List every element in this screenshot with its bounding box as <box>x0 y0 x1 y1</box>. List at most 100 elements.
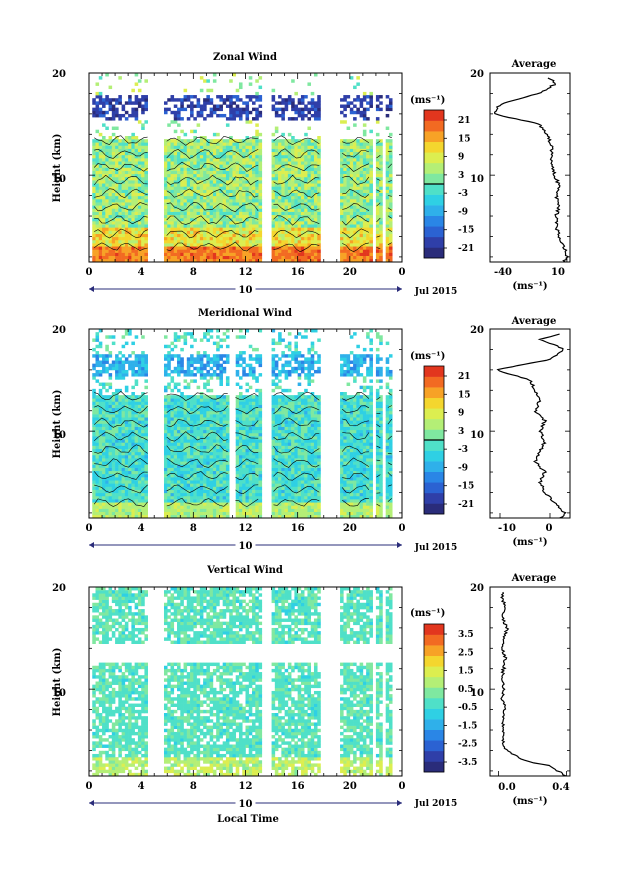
heatmap-cell <box>190 199 194 202</box>
heatmap-cell <box>389 108 393 111</box>
heatmap-cell <box>180 196 184 199</box>
heatmap-cell <box>102 101 106 104</box>
heatmap-cell <box>307 145 311 148</box>
heatmap-cell <box>171 240 175 243</box>
heatmap-cell <box>138 477 142 480</box>
heatmap-cell <box>138 215 142 218</box>
heatmap-cell <box>197 227 201 230</box>
heatmap-cell <box>131 424 135 427</box>
heatmap-cell <box>360 212 364 215</box>
heatmap-cell <box>171 224 175 227</box>
zonal-avg-xlabel: (ms⁻¹) <box>512 281 547 292</box>
heatmap-cell <box>112 111 116 114</box>
heatmap-cell <box>317 199 321 202</box>
heatmap-cell <box>174 386 178 389</box>
heatmap-cell <box>131 180 135 183</box>
heatmap-cell <box>275 186 279 189</box>
heatmap-cell <box>99 424 103 427</box>
heatmap-cell <box>144 95 148 98</box>
heatmap-cell <box>223 139 227 142</box>
heatmap-cell <box>314 224 318 227</box>
heatmap-cell <box>187 145 191 148</box>
heatmap-cell <box>232 158 236 161</box>
heatmap-cell <box>184 95 188 98</box>
heatmap-cell <box>184 218 188 221</box>
heatmap-cell <box>128 212 132 215</box>
heatmap-cell <box>180 446 184 449</box>
heatmap-cell <box>255 202 259 205</box>
heatmap-cell <box>102 442 106 445</box>
heatmap-cell <box>138 120 142 123</box>
heatmap-cell <box>223 145 227 148</box>
heatmap-cell <box>379 205 383 208</box>
heatmap-cell <box>180 246 184 249</box>
day-bar-arrow-right <box>397 286 402 292</box>
heatmap-cell <box>219 237 223 240</box>
heatmap-cell <box>210 237 214 240</box>
heatmap-cell <box>272 224 276 227</box>
heatmap-cell <box>131 468 135 471</box>
heatmap-cell <box>213 171 217 174</box>
heatmap-cell <box>184 234 188 237</box>
heatmap-cell <box>301 142 305 145</box>
heatmap-cell <box>122 512 126 515</box>
heatmap-cell <box>242 142 246 145</box>
heatmap-cell <box>190 483 194 486</box>
heatmap-cell <box>92 177 96 180</box>
heatmap-cell <box>379 101 383 104</box>
heatmap-cell <box>190 240 194 243</box>
heatmap-cell <box>219 221 223 224</box>
heatmap-cell <box>115 174 119 177</box>
heatmap-cell <box>200 357 204 360</box>
heatmap-cell <box>131 370 135 373</box>
heatmap-cell <box>99 133 103 136</box>
heatmap-cell <box>118 490 122 493</box>
heatmap-cell <box>135 364 139 367</box>
heatmap-cell <box>99 354 103 357</box>
heatmap-cell <box>294 149 298 152</box>
heatmap-cell <box>135 177 139 180</box>
heatmap-cell <box>193 461 197 464</box>
heatmap-cell <box>298 152 302 155</box>
heatmap-cell <box>115 361 119 364</box>
heatmap-cell <box>187 408 191 411</box>
heatmap-cell <box>200 509 204 512</box>
heatmap-cell <box>203 480 207 483</box>
heatmap-cell <box>177 370 181 373</box>
heatmap-cell <box>112 183 116 186</box>
heatmap-cell <box>311 161 315 164</box>
heatmap-cell <box>291 199 295 202</box>
heatmap-cell <box>360 256 364 259</box>
heatmap-cell <box>229 136 233 139</box>
heatmap-cell <box>144 417 148 420</box>
heatmap-cell <box>96 373 100 376</box>
heatmap-cell <box>301 212 305 215</box>
heatmap-cell <box>115 161 119 164</box>
heatmap-cell <box>135 379 139 382</box>
heatmap-cell <box>131 458 135 461</box>
heatmap-cell <box>317 111 321 114</box>
heatmap-cell <box>236 168 240 171</box>
heatmap-cell <box>249 231 253 234</box>
heatmap-cell <box>350 231 354 234</box>
heatmap-cell <box>259 224 263 227</box>
heatmap-cell <box>236 180 240 183</box>
heatmap-cell <box>141 361 145 364</box>
heatmap-cell <box>369 243 373 246</box>
heatmap-cell <box>187 458 191 461</box>
heatmap-cell <box>366 101 370 104</box>
heatmap-cell <box>167 395 171 398</box>
heatmap-cell <box>197 461 201 464</box>
heatmap-cell <box>122 427 126 430</box>
heatmap-cell <box>96 145 100 148</box>
heatmap-cell <box>138 158 142 161</box>
heatmap-cell <box>141 509 145 512</box>
heatmap-cell <box>311 168 315 171</box>
heatmap-cell <box>99 256 103 259</box>
heatmap-cell <box>177 439 181 442</box>
heatmap-cell <box>102 171 106 174</box>
heatmap-cell <box>96 449 100 452</box>
heatmap-cell <box>314 249 318 252</box>
heatmap-cell <box>360 161 364 164</box>
heatmap-cell <box>115 439 119 442</box>
